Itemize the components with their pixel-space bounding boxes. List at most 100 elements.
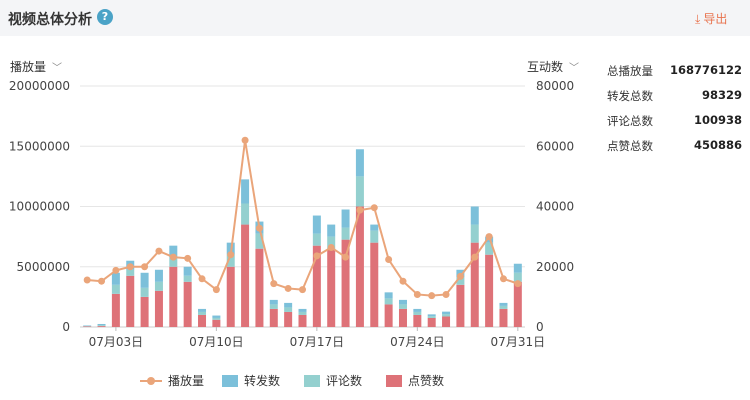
bar-forward (183, 266, 192, 276)
help-icon[interactable]: ? (97, 9, 113, 25)
bar-like (456, 284, 465, 327)
x-tick-label: 07月10日 (189, 335, 244, 349)
bar-like (255, 248, 264, 327)
stat-label: 评论总数 (607, 114, 653, 128)
bar-like (212, 319, 221, 327)
play-point (299, 286, 306, 294)
play-point (284, 284, 292, 292)
bar-like (183, 281, 192, 327)
bar-like (513, 281, 522, 327)
x-tick-label: 07月03日 (89, 335, 144, 349)
bar-forward (499, 302, 508, 306)
right-y-tick-label: 20000 (536, 260, 574, 274)
bar-forward (97, 323, 106, 326)
bar-forward (312, 215, 321, 234)
bar-comment (341, 227, 350, 240)
stat-label: 点赞总数 (607, 139, 653, 153)
bar-forward (140, 272, 149, 288)
bar-like (341, 239, 350, 327)
stat-label: 总播放量 (607, 64, 653, 78)
bar-like (442, 316, 451, 327)
legend-item-forward[interactable]: 转发数 (222, 372, 280, 389)
play-point (255, 224, 263, 232)
legend-item-comment[interactable]: 评论数 (304, 372, 362, 389)
right-y-tick-label: 0 (536, 320, 544, 334)
bar-like (470, 242, 479, 327)
bar-like (169, 266, 178, 327)
play-point (270, 280, 278, 288)
bar-like (413, 314, 422, 327)
right-y-tick-label: 80000 (536, 79, 574, 93)
bar-comment (241, 203, 250, 225)
stat-row-total-forward: 转发总数 98329 (607, 88, 742, 113)
play-point (514, 280, 522, 288)
play-point (169, 253, 177, 261)
bar-forward (169, 245, 178, 258)
bar-like (198, 314, 207, 327)
bar-comment (327, 236, 336, 249)
bar-like (427, 317, 436, 327)
play-point (327, 243, 335, 251)
download-icon: ⤓ (695, 12, 701, 26)
bar-comment (97, 325, 106, 327)
play-point (141, 263, 149, 271)
export-button[interactable]: ⤓ 导出 (695, 10, 727, 27)
chevron-down-icon: ﹀ (52, 63, 63, 74)
bar-forward (413, 308, 422, 312)
legend-label: 评论数 (326, 374, 363, 388)
play-point (370, 204, 378, 212)
stat-row-total-like: 点赞总数 450886 (607, 138, 742, 163)
bar-forward (241, 179, 250, 204)
legend-line-marker (140, 375, 162, 387)
bar-comment (298, 311, 307, 315)
bar-like (97, 326, 106, 327)
bar-like (83, 326, 92, 327)
panel-title: 视频总体分析 (8, 12, 92, 28)
panel-header: 视频总体分析 ? ⤓ 导出 (0, 0, 750, 36)
bar-forward (470, 206, 479, 225)
bar-like (154, 290, 163, 327)
play-line (87, 140, 519, 297)
bar-comment (370, 230, 379, 243)
play-point (184, 254, 192, 262)
bar-like (355, 206, 364, 327)
play-point (456, 272, 464, 280)
legend-item-play[interactable]: 播放量 (140, 372, 204, 389)
bar-comment (111, 284, 120, 294)
left-y-tick-label: 5000000 (17, 260, 70, 274)
x-tick-label: 07月24日 (390, 335, 445, 349)
bar-comment (154, 281, 163, 291)
legend-swatch (304, 374, 320, 387)
play-point (198, 275, 206, 283)
x-tick-label: 07月31日 (491, 335, 546, 349)
left-y-tick-label: 15000000 (9, 139, 70, 153)
left-y-tick-label: 0 (62, 320, 70, 334)
right-axis-selector[interactable]: 互动数 ﹀ (527, 58, 579, 75)
bar-like (241, 224, 250, 327)
bar-like (485, 254, 494, 327)
bar-comment (442, 314, 451, 317)
legend-item-like[interactable]: 点赞数 (386, 372, 444, 389)
play-point (499, 275, 507, 283)
play-point (399, 277, 407, 285)
play-point (342, 253, 350, 261)
bar-comment (312, 233, 321, 246)
bar-like (327, 248, 336, 327)
bar-comment (126, 269, 135, 276)
right-axis-label: 互动数 (527, 60, 564, 74)
bar-comment (456, 277, 465, 285)
stats-panel: 总播放量 168776122 转发总数 98329 评论总数 100938 点赞… (607, 63, 742, 163)
bar-forward (427, 314, 436, 317)
bar-comment (269, 304, 278, 309)
bar-comment (226, 254, 235, 267)
play-point (413, 290, 421, 298)
bar-comment (198, 311, 207, 315)
play-point (428, 292, 436, 300)
legend-label: 转发数 (244, 374, 281, 388)
legend-swatch (222, 374, 238, 387)
left-axis-selector[interactable]: 播放量 ﹀ (10, 58, 62, 75)
legend-label: 点赞数 (408, 374, 445, 388)
play-point (98, 277, 106, 285)
stat-label: 转发总数 (607, 89, 653, 103)
stat-value: 100938 (693, 113, 742, 127)
